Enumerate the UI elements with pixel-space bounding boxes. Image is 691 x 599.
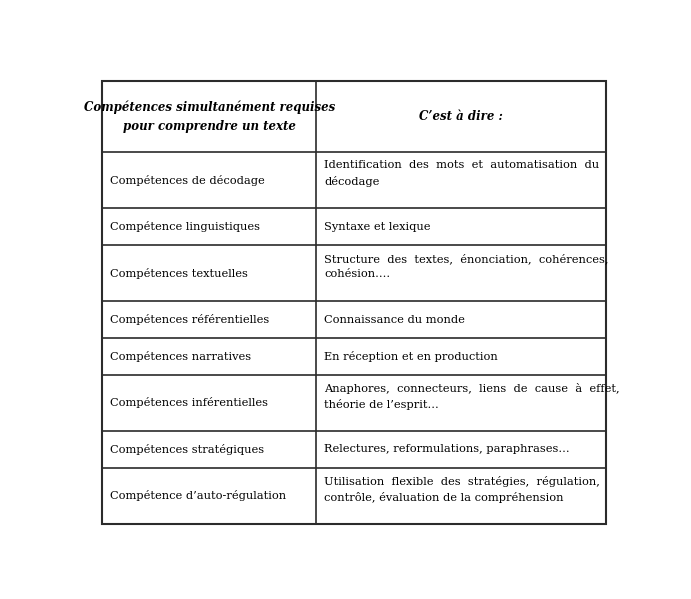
Text: Compétences référentielles: Compétences référentielles bbox=[111, 314, 269, 325]
Text: Anaphores,  connecteurs,  liens  de  cause  à  effet,
théorie de l’esprit…: Anaphores, connecteurs, liens de cause à… bbox=[324, 383, 620, 410]
Text: Connaissance du monde: Connaissance du monde bbox=[324, 314, 465, 325]
Text: Identification  des  mots  et  automatisation  du
décodage: Identification des mots et automatisatio… bbox=[324, 161, 600, 187]
Text: C’est à dire :: C’est à dire : bbox=[419, 110, 503, 123]
Text: Compétence d’auto-régulation: Compétence d’auto-régulation bbox=[111, 490, 287, 501]
Text: Compétences simultanément requises
pour comprendre un texte: Compétences simultanément requises pour … bbox=[84, 100, 335, 133]
Text: Compétence linguistiques: Compétence linguistiques bbox=[111, 221, 261, 232]
Text: Compétences stratégiques: Compétences stratégiques bbox=[111, 444, 265, 455]
Text: Utilisation  flexible  des  stratégies,  régulation,
contrôle, évaluation de la : Utilisation flexible des stratégies, rég… bbox=[324, 476, 600, 503]
Text: Structure  des  textes,  énonciation,  cohérences,
cohésion….: Structure des textes, énonciation, cohér… bbox=[324, 253, 609, 279]
Text: Compétences narratives: Compétences narratives bbox=[111, 351, 252, 362]
Text: Syntaxe et lexique: Syntaxe et lexique bbox=[324, 222, 431, 232]
Text: Relectures, reformulations, paraphrases…: Relectures, reformulations, paraphrases… bbox=[324, 444, 570, 454]
Text: Compétences textuelles: Compétences textuelles bbox=[111, 268, 248, 279]
Text: En réception et en production: En réception et en production bbox=[324, 351, 498, 362]
Text: Compétences de décodage: Compétences de décodage bbox=[111, 175, 265, 186]
Text: Compétences inférentielles: Compétences inférentielles bbox=[111, 397, 269, 409]
